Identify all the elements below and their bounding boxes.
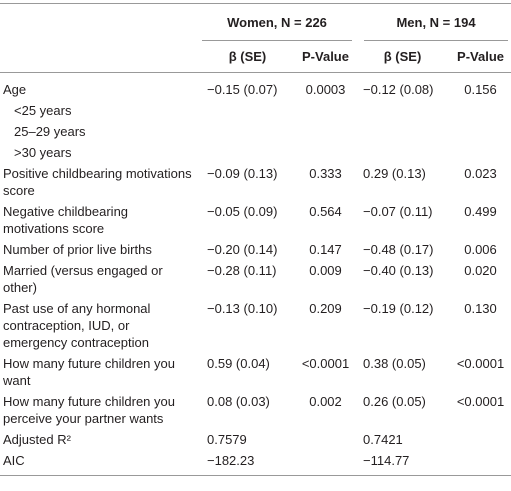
- empty-cell: [296, 100, 355, 121]
- group-label: Men, N = 194: [364, 14, 509, 41]
- table-row: <25 years: [0, 100, 511, 121]
- column-header: P-Value: [457, 49, 504, 64]
- empty-header: [0, 3, 199, 41]
- empty-cell: [355, 100, 450, 121]
- column-header: β (SE): [383, 49, 422, 64]
- group-header-row: Women, N = 226 Men, N = 194: [0, 3, 511, 41]
- table-cell: 0.7421: [363, 432, 403, 447]
- table-row: 25–29 years: [0, 121, 511, 142]
- table-cell: 0.130: [464, 301, 497, 316]
- table-cell: −0.15 (0.07): [207, 82, 278, 97]
- table-cell: 0.006: [464, 242, 497, 257]
- table-cell: 0.333: [309, 166, 342, 181]
- table-cell: −182.23: [199, 450, 296, 476]
- empty-cell: [450, 429, 511, 450]
- row-label: <25 years: [14, 103, 72, 118]
- row-label: 25–29 years: [14, 124, 86, 139]
- empty-cell: [355, 142, 450, 163]
- table-cell: 0.002: [309, 394, 342, 409]
- table-cell: 0.209: [309, 301, 342, 316]
- table-cell: 0.59 (0.04): [207, 356, 270, 371]
- table-body: Age −0.15 (0.07) 0.0003 −0.12 (0.08) 0.156 <2…: [0, 73, 511, 476]
- column-header: β (SE): [228, 49, 267, 64]
- table-cell: 0.499: [464, 204, 497, 219]
- row-label: AIC: [0, 450, 199, 476]
- empty-cell: [450, 142, 511, 163]
- row-label: Adjusted R²: [3, 432, 71, 447]
- table-cell: 0.156: [464, 82, 497, 97]
- table-cell: 0.020: [464, 263, 497, 278]
- row-label: Negative childbearing motivations score: [3, 204, 129, 236]
- table-cell: 0.0003: [305, 82, 346, 97]
- table-cell: <0.0001: [456, 394, 505, 409]
- table-cell: −0.09 (0.13): [207, 166, 278, 181]
- row-label: Married (versus engaged or other): [3, 263, 163, 295]
- results-table: Women, N = 226 Men, N = 194 β (SE) P-Val…: [0, 3, 511, 476]
- table-cell: −0.48 (0.17): [363, 242, 434, 257]
- row-label: Number of prior live births: [3, 242, 152, 257]
- empty-cell: [199, 100, 296, 121]
- table-cell: 0.023: [464, 166, 497, 181]
- page: Women, N = 226 Men, N = 194 β (SE) P-Val…: [0, 3, 511, 491]
- empty-cell: [296, 450, 356, 476]
- row-label: How many future children you perceive yo…: [3, 394, 175, 426]
- empty-cell: [450, 121, 511, 142]
- table-cell: −0.40 (0.13): [363, 263, 434, 278]
- table-cell: 0.564: [309, 204, 342, 219]
- table-cell: 0.08 (0.03): [207, 394, 270, 409]
- empty-cell: [450, 100, 511, 121]
- column-header: P-Value: [302, 49, 349, 64]
- table-cell: −0.12 (0.08): [363, 82, 434, 97]
- group-header: Men, N = 194: [355, 3, 511, 41]
- empty-cell: [296, 142, 355, 163]
- table-row: How many future children you want 0.59 (0…: [0, 353, 511, 391]
- table-row: >30 years: [0, 142, 511, 163]
- empty-cell: [296, 429, 355, 450]
- table-row: Adjusted R² 0.7579 0.7421: [0, 429, 511, 450]
- empty-cell: [199, 142, 296, 163]
- table-row: Married (versus engaged or other) −0.28 (…: [0, 260, 511, 298]
- row-label: Age: [3, 82, 27, 97]
- table-cell: <0.0001: [456, 356, 505, 371]
- table-cell: 0.147: [309, 242, 342, 257]
- empty-cell: [450, 450, 511, 476]
- empty-cell: [296, 121, 355, 142]
- group-label: Women, N = 226: [202, 14, 353, 41]
- table-cell: 0.009: [309, 263, 342, 278]
- row-label: Past use of any hormonal contraception, …: [3, 301, 151, 350]
- table-cell: −0.05 (0.09): [207, 204, 278, 219]
- table-row: Positive childbearing motivations score −…: [0, 163, 511, 201]
- row-label: How many future children you want: [3, 356, 175, 388]
- row-label: >30 years: [14, 145, 72, 160]
- table-cell: −114.77: [355, 450, 451, 476]
- table-row: Age −0.15 (0.07) 0.0003 −0.12 (0.08) 0.156: [0, 73, 511, 101]
- table-cell: 0.29 (0.13): [363, 166, 426, 181]
- group-header: Women, N = 226: [199, 3, 356, 41]
- column-header-row: β (SE) P-Value β (SE) P-Value: [0, 41, 511, 73]
- empty-cell: [355, 121, 450, 142]
- empty-header: [0, 41, 199, 73]
- table-cell: −0.19 (0.12): [363, 301, 434, 316]
- row-label: Positive childbearing motivations score: [3, 166, 192, 198]
- table-cell: 0.7579: [207, 432, 247, 447]
- table-cell: 0.26 (0.05): [363, 394, 426, 409]
- table-cell: −0.13 (0.10): [207, 301, 278, 316]
- table-row: AIC −182.23 −114.77: [0, 450, 511, 476]
- table-cell: −0.28 (0.11): [207, 263, 277, 278]
- table-cell: <0.0001: [301, 356, 350, 371]
- table-cell: −0.20 (0.14): [207, 242, 278, 257]
- empty-cell: [199, 121, 296, 142]
- table-cell: 0.38 (0.05): [363, 356, 426, 371]
- table-row: Past use of any hormonal contraception, …: [0, 298, 511, 353]
- table-row: Negative childbearing motivations score −…: [0, 201, 511, 239]
- table-row: Number of prior live births −0.20 (0.14) 0…: [0, 239, 511, 260]
- table-cell: −0.07 (0.11): [363, 204, 433, 219]
- table-row: How many future children you perceive yo…: [0, 391, 511, 429]
